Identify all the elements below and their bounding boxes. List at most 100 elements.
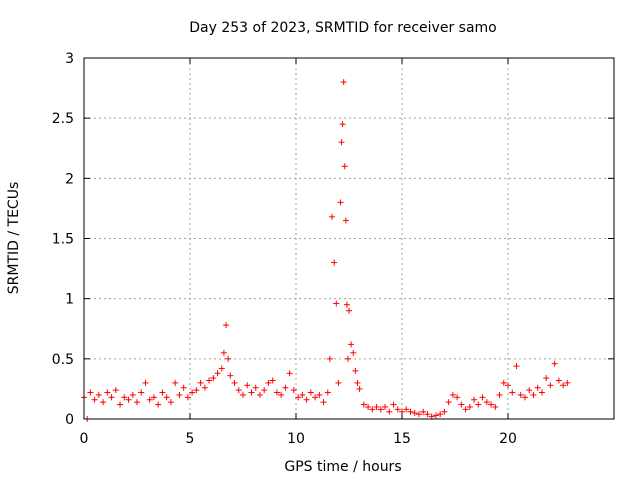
data-point [346,307,352,314]
x-tick-label: 15 [393,431,411,447]
data-point [509,389,516,396]
y-tick-label: 2 [65,171,74,187]
data-point [189,389,196,396]
y-axis-label: SRMTID / TECUs [6,182,22,295]
data-point [146,396,153,403]
data-point [343,301,350,308]
data-point [320,399,327,406]
data-point [138,389,145,396]
data-point [458,401,465,408]
data-point [225,355,232,362]
data-point [373,403,380,410]
data-point [530,391,537,398]
data-point [420,408,427,415]
data-point [163,394,170,401]
data-point [172,379,179,386]
data-point [197,379,204,386]
x-tick-label: 10 [287,431,305,447]
data-point [117,401,124,408]
data-point [112,387,119,394]
data-point [526,387,533,394]
y-tick-label: 1 [65,292,74,308]
data-point [290,387,297,394]
data-point [337,199,344,206]
data-point [150,394,157,401]
data-point [462,406,469,413]
data-point [475,401,482,408]
data-point [218,365,225,372]
data-point [342,217,349,224]
grid-lines [84,58,614,419]
data-point [547,382,554,389]
data-point [201,384,208,391]
data-point [377,406,384,413]
x-axis-label: GPS time / hours [284,459,401,475]
chart-title: Day 253 of 2023, SRMTID for receiver sam… [189,20,497,36]
data-point [134,399,140,406]
data-point [235,387,242,394]
data-point [356,385,363,392]
data-point [142,379,149,386]
data-point [108,394,115,401]
data-point [403,406,410,413]
data-point [223,322,230,329]
data-point [312,394,319,401]
data-point [551,360,558,367]
data-point [496,391,503,398]
data-point [206,377,213,384]
data-point [286,370,293,377]
data-point [471,396,478,403]
data-point [299,391,306,398]
data-point [369,406,376,413]
data-point [316,391,323,398]
y-tick-label: 0.5 [52,352,74,368]
data-point [411,409,418,416]
x-tick-label: 20 [499,431,517,447]
data-point [340,79,347,86]
x-tick-label: 5 [186,431,195,447]
data-point [125,396,132,403]
data-point [269,377,276,384]
data-point [517,391,524,398]
data-point [256,391,263,398]
data-point [335,379,342,386]
axis-ticks: 0 0.5 1 1.5 2 2.5 3 0 5 10 15 20 [52,51,614,447]
data-point [483,399,490,406]
data-point [167,399,174,406]
data-point [231,379,238,386]
data-point [555,377,562,384]
data-point [354,379,361,386]
data-point [560,382,567,389]
data-point [265,379,272,386]
data-point [492,403,499,410]
data-point [348,341,355,348]
data-point [100,399,107,406]
data-point [91,396,98,403]
y-tick-label: 3 [65,51,74,67]
data-point [407,408,414,415]
data-point [95,391,102,398]
data-point [513,363,520,370]
data-point [390,401,397,408]
data-point [441,408,448,415]
data-point [386,408,393,415]
data-point [214,370,221,377]
data-point [415,411,422,418]
data-point [488,401,495,408]
data-point [538,389,545,396]
data-point [521,394,528,401]
data-point [129,391,136,398]
data-point [184,394,191,401]
data-point [534,384,541,391]
data-point [394,406,401,413]
data-point [295,394,302,401]
data-point [244,382,251,389]
data-point [365,403,372,410]
data-point [339,121,346,128]
data-point [454,394,461,401]
data-point [155,401,162,408]
data-point [121,394,128,401]
data-point [341,163,348,170]
data-point [352,367,359,374]
data-point [445,399,452,406]
